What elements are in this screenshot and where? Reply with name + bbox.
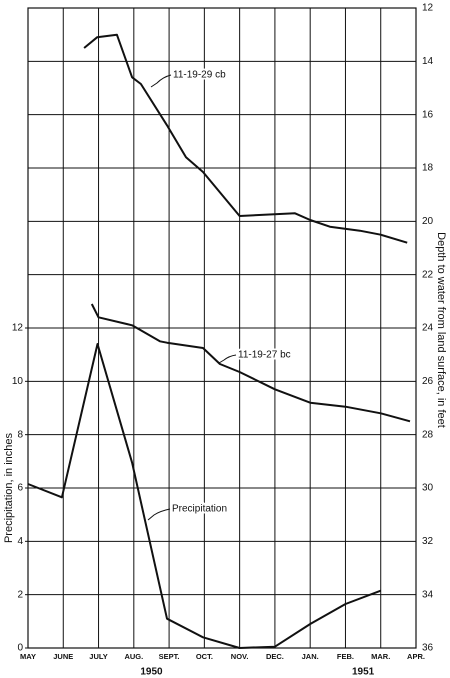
series-line	[83, 33, 408, 244]
y2-tick-label: 26	[422, 376, 434, 387]
series-label: 11-19-27 bc	[238, 350, 291, 361]
x-tick-label: OCT.	[196, 652, 213, 661]
y2-tick-label: 36	[422, 643, 434, 654]
x-tick-label: MAY	[20, 652, 36, 661]
y2-tick-label: 34	[422, 589, 434, 600]
y2-tick-label: 32	[422, 536, 434, 547]
leader	[218, 354, 237, 364]
y-tick-label: 10	[12, 376, 24, 387]
x-tick-label: JAN.	[302, 652, 319, 661]
x-tick-label: JULY	[89, 652, 107, 661]
x-tick-label: FEB.	[337, 652, 354, 661]
y2-tick-label: 16	[422, 109, 434, 120]
y-tick-label: 0	[17, 643, 23, 654]
y2-tick-label: 20	[422, 216, 434, 227]
leader	[150, 74, 172, 88]
x-tick-label: SEPT.	[159, 652, 180, 661]
y2-tick-label: 18	[422, 163, 434, 174]
y-tick-label: 2	[17, 589, 23, 600]
y2-tick-label: 14	[422, 56, 434, 67]
x-tick-label: APR.	[407, 652, 425, 661]
year-label: 1950	[140, 667, 163, 678]
y2-axis-label: Depth to water from land surface, in fee…	[435, 232, 447, 428]
x-tick-label: MAR.	[371, 652, 390, 661]
y-tick-label: 6	[17, 483, 23, 494]
leader	[147, 508, 171, 521]
x-tick-label: AUG.	[124, 652, 143, 661]
year-label: 1951	[352, 667, 375, 678]
series-label: Precipitation	[172, 504, 227, 515]
y2-tick-label: 12	[422, 3, 434, 14]
y-tick-label: 12	[12, 323, 24, 334]
y2-tick-label: 22	[422, 269, 434, 280]
x-tick-label: NOV.	[231, 652, 249, 661]
y-tick-label: 4	[17, 536, 23, 547]
y2-tick-label: 30	[422, 483, 434, 494]
y2-tick-label: 24	[422, 323, 434, 334]
y2-tick-label: 28	[422, 429, 434, 440]
y-tick-label: 8	[17, 429, 23, 440]
y-axis-label: Precipitation, in inches	[3, 432, 15, 543]
x-tick-label: JUNE	[53, 652, 73, 661]
x-tick-label: DEC.	[266, 652, 284, 661]
series-line	[90, 303, 411, 423]
series-label: 11-19-29 cb	[173, 70, 226, 81]
leaders	[147, 74, 237, 521]
series-line	[27, 343, 382, 649]
